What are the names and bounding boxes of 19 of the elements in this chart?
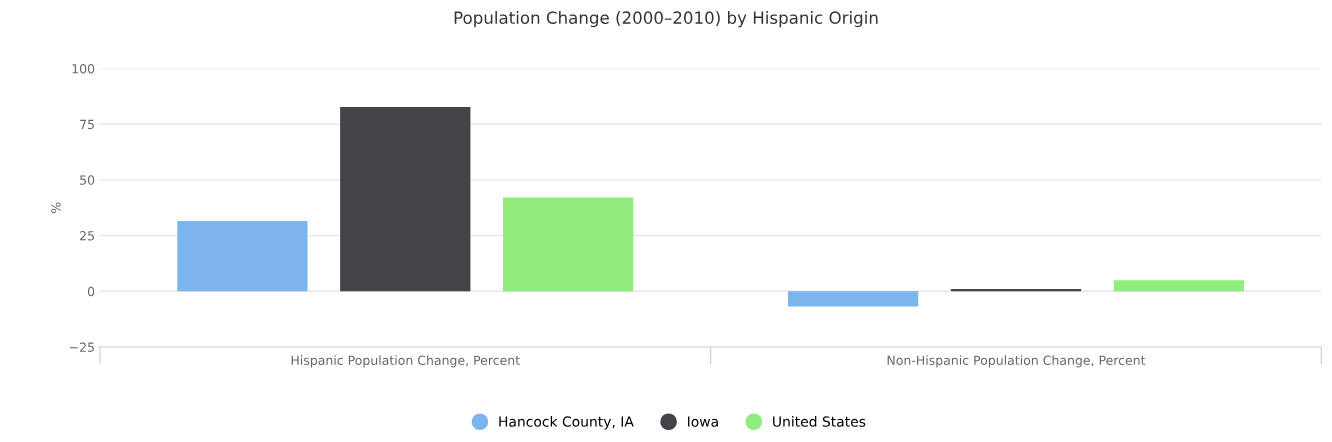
y-tick-label: 50	[80, 175, 95, 185]
legend-label: Hancock County, IA	[499, 416, 634, 430]
y-tick-label: 25	[80, 231, 94, 241]
bar	[340, 107, 471, 292]
y-tick-label: 100	[72, 63, 95, 74]
legend-label: Iowa	[688, 416, 718, 427]
bar	[502, 197, 634, 292]
y-tick-label: 0	[87, 286, 95, 297]
bar	[177, 221, 308, 292]
bar	[787, 291, 919, 307]
y-tick-label: 75	[80, 119, 94, 130]
x-tick-label: Non-Hispanic Population Change, Percent	[887, 355, 1146, 368]
y-axis-title: %	[51, 202, 61, 213]
chart-title: Population Change (2000–2010) by Hispanic Origin	[454, 11, 878, 28]
legend-label: United States	[773, 416, 866, 427]
x-tick-label: Hispanic Population Change, Percent	[291, 355, 520, 368]
y-tick-label: −25	[69, 342, 94, 352]
bar	[1113, 280, 1244, 292]
bar	[950, 289, 1082, 292]
